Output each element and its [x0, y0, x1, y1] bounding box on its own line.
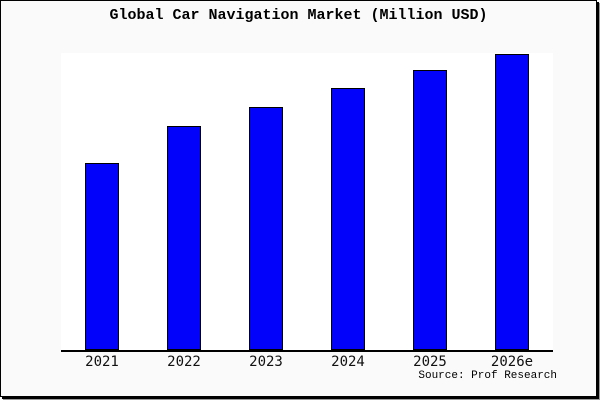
x-tick-2021: 2021 [85, 354, 119, 370]
x-tick-2023: 2023 [249, 354, 283, 370]
x-tick-2024: 2024 [331, 354, 365, 370]
x-tick-2026e: 2026e [490, 354, 534, 370]
bar-2026e [495, 54, 529, 350]
x-tick-2025: 2025 [413, 354, 447, 370]
bar-2023 [249, 107, 283, 350]
plot-area [61, 53, 553, 352]
source-note: Source: Prof Research [418, 370, 557, 382]
chart-title: Global Car Navigation Market (Million US… [109, 7, 488, 24]
x-axis-labels: 2021 2022 2023 2024 2025 2026e [1, 354, 596, 372]
x-tick-2022: 2022 [167, 354, 201, 370]
bar-2022 [167, 126, 201, 350]
bar-2025 [413, 70, 447, 350]
bar-2024 [331, 88, 365, 350]
bar-2021 [85, 163, 119, 350]
